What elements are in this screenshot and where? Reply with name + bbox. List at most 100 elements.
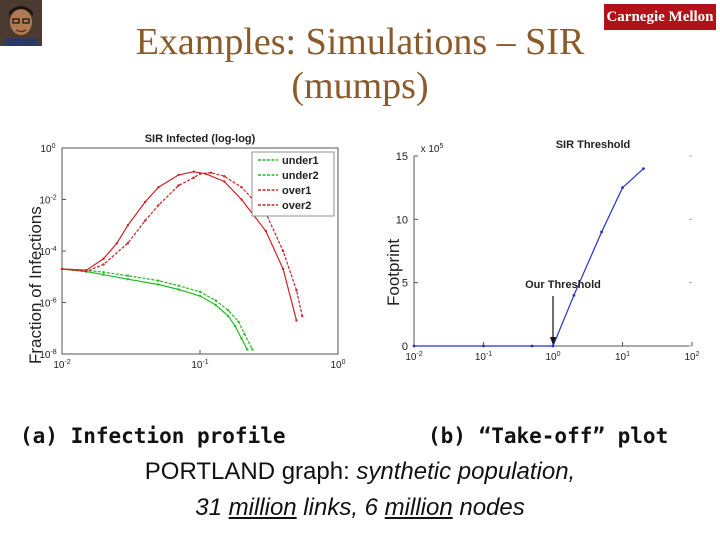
x-tick-label: 100: [330, 359, 345, 370]
data-point: [551, 344, 555, 348]
data-point-over2: [177, 184, 180, 187]
data-point-over2: [198, 172, 202, 175]
y-tick-label: 10: [396, 214, 408, 226]
x-tick-label: 10-2: [53, 359, 70, 370]
data-point-under1: [198, 294, 202, 298]
data-point: [572, 293, 576, 297]
data-point-under1: [240, 337, 243, 340]
y-tick-label: 5: [402, 278, 408, 290]
chart-title: SIR Threshold: [556, 139, 631, 151]
bottom-line-2-e: nodes: [452, 494, 525, 521]
y-tick-label: 100: [40, 143, 55, 155]
data-point-over1: [102, 257, 105, 260]
legend-label-under2: under2: [282, 170, 319, 182]
y-tick-label: 10-2: [39, 195, 56, 207]
bottom-line-2: 31 million links, 6 million nodes: [0, 494, 720, 522]
data-point-under2: [198, 290, 202, 294]
bottom-line-2-d: million: [384, 494, 453, 521]
legend-label-over1: over1: [282, 185, 311, 197]
data-point-over1: [143, 200, 147, 204]
data-point-over1: [192, 170, 195, 173]
caption-a: (a) Infection profile: [20, 424, 286, 448]
series-line-under1: [61, 268, 248, 350]
series-line-under2: [61, 268, 254, 350]
data-point-over2: [143, 219, 147, 222]
bottom-line-2-a: 31: [195, 494, 229, 521]
data-point-over2: [209, 171, 213, 174]
y-multiplier-label: x 105: [421, 143, 444, 155]
data-point-under1: [157, 283, 160, 286]
series-line: [414, 168, 644, 347]
data-point-over1: [177, 173, 180, 177]
y-tick-label: 0: [402, 341, 408, 353]
data-point-under1: [177, 288, 180, 291]
data-point-under1: [214, 303, 217, 307]
data-point-under1: [246, 348, 249, 351]
series-line-over2: [61, 172, 303, 317]
bottom-line-2-b: million: [228, 494, 297, 521]
caption-b: (b) “Take-off” plot: [428, 424, 669, 448]
bottom-line-1: PORTLAND graph: synthetic population,: [0, 458, 720, 486]
data-point-under2: [177, 284, 180, 287]
data-point-under2: [126, 274, 130, 277]
data-point-under2: [102, 271, 105, 274]
bottom-line-1-plain: PORTLAND graph:: [144, 458, 357, 485]
data-point-over2: [281, 249, 285, 253]
legend-label-over2: over2: [282, 200, 311, 212]
data-point-over2: [223, 175, 226, 178]
data-point-over2: [102, 263, 105, 266]
data-point-under1: [102, 273, 105, 276]
data-point-under2: [214, 299, 217, 302]
data-point: [412, 344, 416, 348]
data-point-over2: [85, 270, 88, 273]
legend-label-under1: under1: [282, 155, 319, 167]
data-point: [530, 344, 534, 348]
data-point-under2: [226, 309, 230, 312]
bottom-line-2-c: links, 6: [296, 494, 385, 521]
data-point-over2: [60, 267, 64, 271]
data-point-over2: [192, 176, 195, 179]
data-point-over1: [223, 180, 226, 183]
legend-box: [251, 151, 335, 217]
y-tick-label: 10-4: [39, 246, 56, 258]
data-point-under2: [237, 320, 240, 323]
x-tick-label: 100: [545, 351, 560, 363]
annotation-arrow-head: [550, 337, 556, 345]
data-point: [642, 167, 645, 171]
data-point-under2: [243, 332, 246, 336]
data-point-over2: [240, 186, 243, 189]
x-tick-label: 101: [615, 351, 630, 363]
data-point: [621, 186, 624, 190]
presenter-photo: [0, 0, 42, 46]
data-point-under2: [157, 279, 160, 282]
chart-title: SIR Infected (log-log): [145, 133, 256, 145]
carnegie-mellon-logo: Carnegie Mellon: [604, 4, 716, 30]
data-point-over2: [157, 204, 160, 207]
chart-takeoff-plot: SIR Threshold x 105 0 5 10 15 10-2 10-1 100 101 10…: [396, 139, 700, 363]
x-tick-label: 102: [684, 351, 699, 363]
x-tick-label: 10-2: [405, 351, 422, 363]
y-tick-label: 10-6: [39, 298, 56, 310]
data-point-over2: [300, 314, 304, 318]
data-point-over1: [157, 186, 160, 189]
data-point-over1: [264, 229, 268, 233]
data-point-over1: [281, 267, 285, 271]
data-point-under2: [251, 348, 254, 351]
slide-title: Examples: Simulations – SIR (mumps): [135, 21, 585, 107]
data-point-over1: [240, 198, 243, 201]
x-tick-label: 10-1: [191, 359, 208, 370]
data-point-over1: [115, 242, 119, 245]
data-point: [482, 344, 485, 348]
data-point-under1: [126, 278, 130, 281]
y-tick-label: 15: [396, 151, 408, 163]
bottom-line-1-italic: synthetic population,: [356, 458, 576, 485]
annotation-label: Our Threshold: [525, 279, 601, 291]
data-point-over2: [295, 289, 298, 292]
x-tick-label: 10-1: [475, 351, 492, 363]
chart-infection-profile: SIR Infected (log-log) 100 10-2 10-4 10-6 10-…: [39, 133, 345, 370]
data-point-over1: [295, 319, 298, 322]
data-point-over1: [126, 224, 130, 227]
data-point-under1: [226, 314, 230, 318]
data-point-over2: [126, 242, 130, 245]
data-point: [600, 230, 603, 234]
